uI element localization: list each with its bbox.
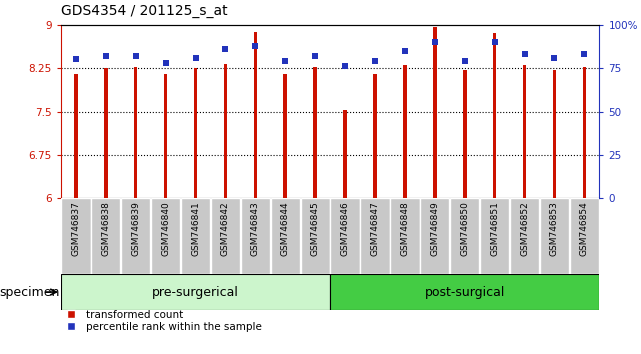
Bar <box>390 198 420 274</box>
Bar <box>510 198 539 274</box>
Text: GSM746850: GSM746850 <box>460 201 469 256</box>
Text: GSM746849: GSM746849 <box>430 201 439 256</box>
Bar <box>450 198 479 274</box>
Bar <box>583 67 586 198</box>
Bar <box>61 274 330 310</box>
Legend: transformed count, percentile rank within the sample: transformed count, percentile rank withi… <box>61 310 262 332</box>
Point <box>519 51 529 57</box>
Text: GSM746852: GSM746852 <box>520 201 529 256</box>
Text: GSM746853: GSM746853 <box>550 201 559 256</box>
Bar <box>344 110 347 198</box>
Bar <box>271 198 300 274</box>
Bar <box>330 274 599 310</box>
Point <box>370 58 380 64</box>
Text: GSM746839: GSM746839 <box>131 201 140 256</box>
Bar <box>283 74 287 198</box>
Text: GSM746848: GSM746848 <box>401 201 410 256</box>
Text: GSM746844: GSM746844 <box>281 201 290 256</box>
Bar <box>463 70 467 198</box>
Text: GSM746847: GSM746847 <box>370 201 379 256</box>
Point <box>340 64 350 69</box>
Text: specimen: specimen <box>0 286 60 298</box>
Bar <box>540 198 569 274</box>
Bar <box>480 198 510 274</box>
Bar <box>301 198 330 274</box>
Bar <box>134 67 137 198</box>
Point <box>131 53 141 59</box>
Point <box>71 57 81 62</box>
Text: pre-surgerical: pre-surgerical <box>152 286 239 298</box>
Bar <box>61 198 90 274</box>
Bar <box>104 68 108 198</box>
Text: post-surgical: post-surgical <box>424 286 505 298</box>
Text: GSM746838: GSM746838 <box>101 201 110 256</box>
Text: GSM746841: GSM746841 <box>191 201 200 256</box>
Bar <box>121 198 151 274</box>
Point <box>400 48 410 53</box>
Bar <box>74 74 78 198</box>
Text: GSM746846: GSM746846 <box>340 201 349 256</box>
Bar <box>373 74 377 198</box>
Bar <box>403 65 406 198</box>
Bar <box>151 198 180 274</box>
Bar <box>493 34 496 198</box>
Text: GSM746854: GSM746854 <box>580 201 589 256</box>
Bar <box>433 27 437 198</box>
Point <box>429 39 440 45</box>
Bar <box>360 198 390 274</box>
Point <box>160 60 171 66</box>
Bar <box>194 68 197 198</box>
Bar <box>211 198 240 274</box>
Point <box>579 51 590 57</box>
Point <box>490 39 500 45</box>
Text: GSM746842: GSM746842 <box>221 201 230 256</box>
Bar <box>313 67 317 198</box>
Bar <box>553 70 556 198</box>
Point <box>221 46 231 52</box>
Point <box>101 53 111 59</box>
Point <box>280 58 290 64</box>
Bar <box>254 32 257 198</box>
Bar <box>91 198 121 274</box>
Point <box>310 53 320 59</box>
Bar <box>164 74 167 198</box>
Point <box>190 55 201 61</box>
Bar <box>224 64 227 198</box>
Bar <box>570 198 599 274</box>
Text: GSM746845: GSM746845 <box>311 201 320 256</box>
Text: GSM746843: GSM746843 <box>251 201 260 256</box>
Point <box>549 55 560 61</box>
Text: GDS4354 / 201125_s_at: GDS4354 / 201125_s_at <box>61 4 228 17</box>
Bar <box>181 198 210 274</box>
Text: GSM746851: GSM746851 <box>490 201 499 256</box>
Bar <box>240 198 270 274</box>
Text: GSM746837: GSM746837 <box>71 201 80 256</box>
Point <box>460 58 470 64</box>
Bar <box>523 65 526 198</box>
Bar <box>420 198 449 274</box>
Text: GSM746840: GSM746840 <box>161 201 170 256</box>
Point <box>250 43 260 48</box>
Bar <box>330 198 360 274</box>
